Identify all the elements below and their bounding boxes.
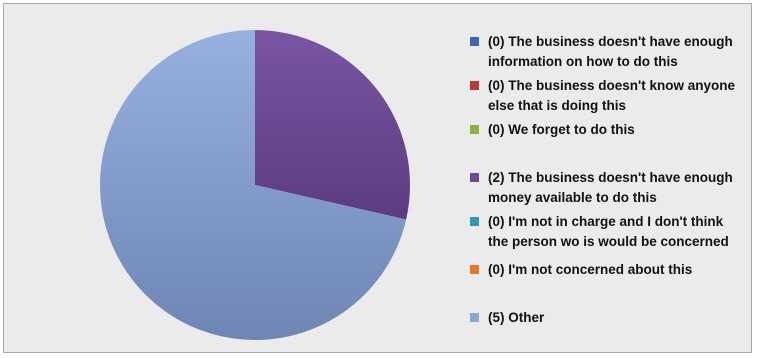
legend-label: (2) The business doesn't have enough mone… <box>488 168 753 208</box>
pie-slice-3 <box>255 30 410 220</box>
legend-label: (0) The business doesn't have enough info… <box>488 32 753 72</box>
legend-label-line: (5) Other <box>488 310 545 325</box>
pie-chart <box>90 20 420 350</box>
legend-label: (0) We forget to do this <box>488 120 753 140</box>
legend-label-line: (0) The business doesn't have enough <box>488 34 733 49</box>
legend-label: (5) Other <box>488 308 753 328</box>
legend-label-line: (2) The business doesn't have enough <box>488 170 733 185</box>
legend-label-line: (0) The business doesn't know anyone <box>488 78 736 93</box>
legend-label-line: else that is doing this <box>488 98 627 113</box>
legend-swatch <box>470 81 479 90</box>
chart-legend: (0) The business doesn't have enough info… <box>468 0 757 358</box>
legend-label: (0) I'm not concerned about this <box>488 260 753 280</box>
pie-svg <box>100 30 410 340</box>
legend-swatch <box>470 37 479 46</box>
legend-swatch <box>470 217 479 226</box>
legend-swatch <box>470 265 479 274</box>
legend-swatch <box>470 313 479 322</box>
legend-label: (0) I'm not in charge and I don't think t… <box>488 212 753 252</box>
legend-label-line: the person wo is would be concerned <box>488 234 729 249</box>
pie-slice-6 <box>100 30 407 340</box>
legend-label-line: (0) I'm not in charge and I don't think <box>488 214 724 229</box>
legend-label-line: (0) I'm not concerned about this <box>488 262 693 277</box>
legend-label-line: money available to do this <box>488 190 657 205</box>
legend-label: (0) The business doesn't know anyone else… <box>488 76 753 116</box>
legend-label-line: information on how to do this <box>488 54 678 69</box>
legend-swatch <box>470 173 479 182</box>
legend-swatch <box>470 125 479 134</box>
legend-label-line: (0) We forget to do this <box>488 122 635 137</box>
